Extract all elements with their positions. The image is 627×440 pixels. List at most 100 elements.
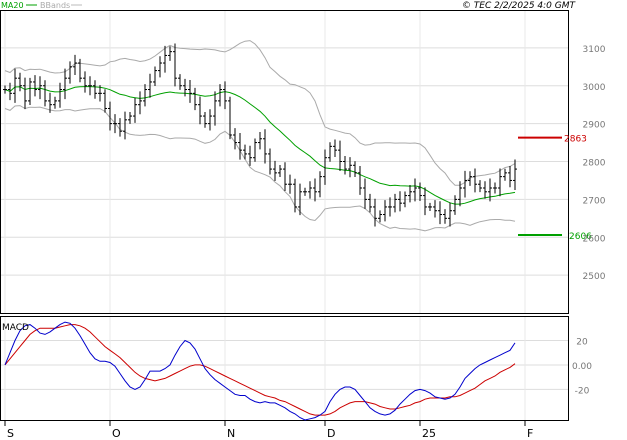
price-bar <box>98 85 102 102</box>
price-bar <box>283 162 287 192</box>
price-bar <box>13 68 17 103</box>
price-bar <box>28 77 32 105</box>
price-bar <box>348 157 352 178</box>
price-bar <box>158 56 162 78</box>
price-bar <box>448 202 452 227</box>
price-bar <box>483 181 487 199</box>
price-bar <box>373 198 377 227</box>
bbands-upper <box>4 40 516 186</box>
signal-line <box>4 324 516 416</box>
price-bar <box>278 164 282 177</box>
price-bar <box>313 178 317 202</box>
macd-y-tick-label-2: -20 <box>575 386 590 396</box>
price-bar <box>378 210 382 223</box>
y-tick-label-3000: 3000 <box>583 83 606 93</box>
price-bar <box>188 79 192 103</box>
price-bar <box>33 75 37 97</box>
y-tick-label-2700: 2700 <box>583 196 606 206</box>
price-bar <box>463 170 467 198</box>
price-bar <box>468 171 472 186</box>
price-bar <box>168 46 172 61</box>
price-bar <box>23 77 27 110</box>
price-bar <box>113 114 117 134</box>
price-bar <box>228 96 232 140</box>
price-bar <box>428 202 432 212</box>
price-bar <box>243 144 247 160</box>
price-bar <box>323 149 327 185</box>
price-bar <box>443 209 447 224</box>
main-panel: 2863 2606 2500 2600 2700 2800 2900 3000 3100 <box>0 10 606 314</box>
price-bar <box>393 193 397 213</box>
macd-title: MACD <box>2 323 29 333</box>
price-bar <box>138 91 142 115</box>
price-bar <box>88 76 92 96</box>
macd-y-tick-label-1: 0.00 <box>572 362 592 372</box>
price-bar <box>238 133 242 160</box>
price-bar <box>298 183 302 216</box>
price-bar <box>3 85 7 94</box>
price-bar <box>303 187 307 196</box>
legend-bbands: BBands <box>40 1 70 10</box>
price-bar <box>508 166 512 188</box>
price-bar <box>148 73 152 98</box>
y-tick-label-2500: 2500 <box>583 272 606 282</box>
price-bar <box>53 96 57 109</box>
price-bar <box>333 139 337 157</box>
price-bar <box>183 78 187 97</box>
price-bar <box>328 142 332 162</box>
price-bar <box>233 128 237 150</box>
price-bar <box>223 81 227 110</box>
price-bar <box>273 160 277 182</box>
price-bar <box>248 145 252 166</box>
price-bar <box>173 43 177 87</box>
price-bar <box>128 111 132 124</box>
x-tick-label-5: F <box>527 427 533 440</box>
price-bar <box>513 159 517 190</box>
price-bar <box>18 72 22 92</box>
resistance-label: 2863 <box>564 135 587 145</box>
price-bar <box>338 140 342 172</box>
price-bar <box>318 171 322 198</box>
price-bar <box>68 61 72 84</box>
price-bar <box>118 118 122 137</box>
price-bar <box>63 68 67 100</box>
y-tick-label-2900: 2900 <box>583 121 606 131</box>
price-bar <box>398 191 402 212</box>
price-bar <box>8 82 12 101</box>
price-bar <box>413 178 417 202</box>
price-bar <box>478 180 482 193</box>
price-bar <box>488 178 492 202</box>
support-label: 2606 <box>569 232 592 242</box>
price-bar <box>43 80 47 107</box>
y-tick-label-2600: 2600 <box>583 234 606 244</box>
price-bar <box>208 109 212 131</box>
legend-ma20: MA20 <box>1 1 24 10</box>
y-tick-label-3100: 3100 <box>583 45 606 55</box>
price-bar <box>163 45 167 73</box>
price-bar <box>458 181 462 207</box>
price-bar <box>133 97 137 123</box>
macd-lines <box>4 321 516 421</box>
y-tick-label-2800: 2800 <box>583 159 606 169</box>
price-bar <box>103 89 107 113</box>
price-bar <box>503 168 507 181</box>
bollinger-bands <box>4 40 516 232</box>
x-tick-label-0: S <box>7 427 14 440</box>
legend: MA20 BBands <box>1 1 82 10</box>
copyright-timestamp: © TEC 2/2/2025 4:0 GMT <box>462 1 577 11</box>
macd-gridlines <box>1 317 568 420</box>
price-bar <box>308 181 312 199</box>
price-bar <box>293 178 297 213</box>
price-bar <box>143 84 147 107</box>
x-tick-label-1: O <box>112 427 121 440</box>
price-bar <box>453 195 457 215</box>
price-bar <box>178 74 182 90</box>
price-bar <box>203 111 207 128</box>
price-bar <box>38 76 42 100</box>
price-bar <box>433 200 437 218</box>
macd-y-tick-label-0: 20 <box>576 337 588 347</box>
price-bar <box>418 182 422 202</box>
price-bar <box>358 166 362 195</box>
price-bar <box>218 84 222 107</box>
